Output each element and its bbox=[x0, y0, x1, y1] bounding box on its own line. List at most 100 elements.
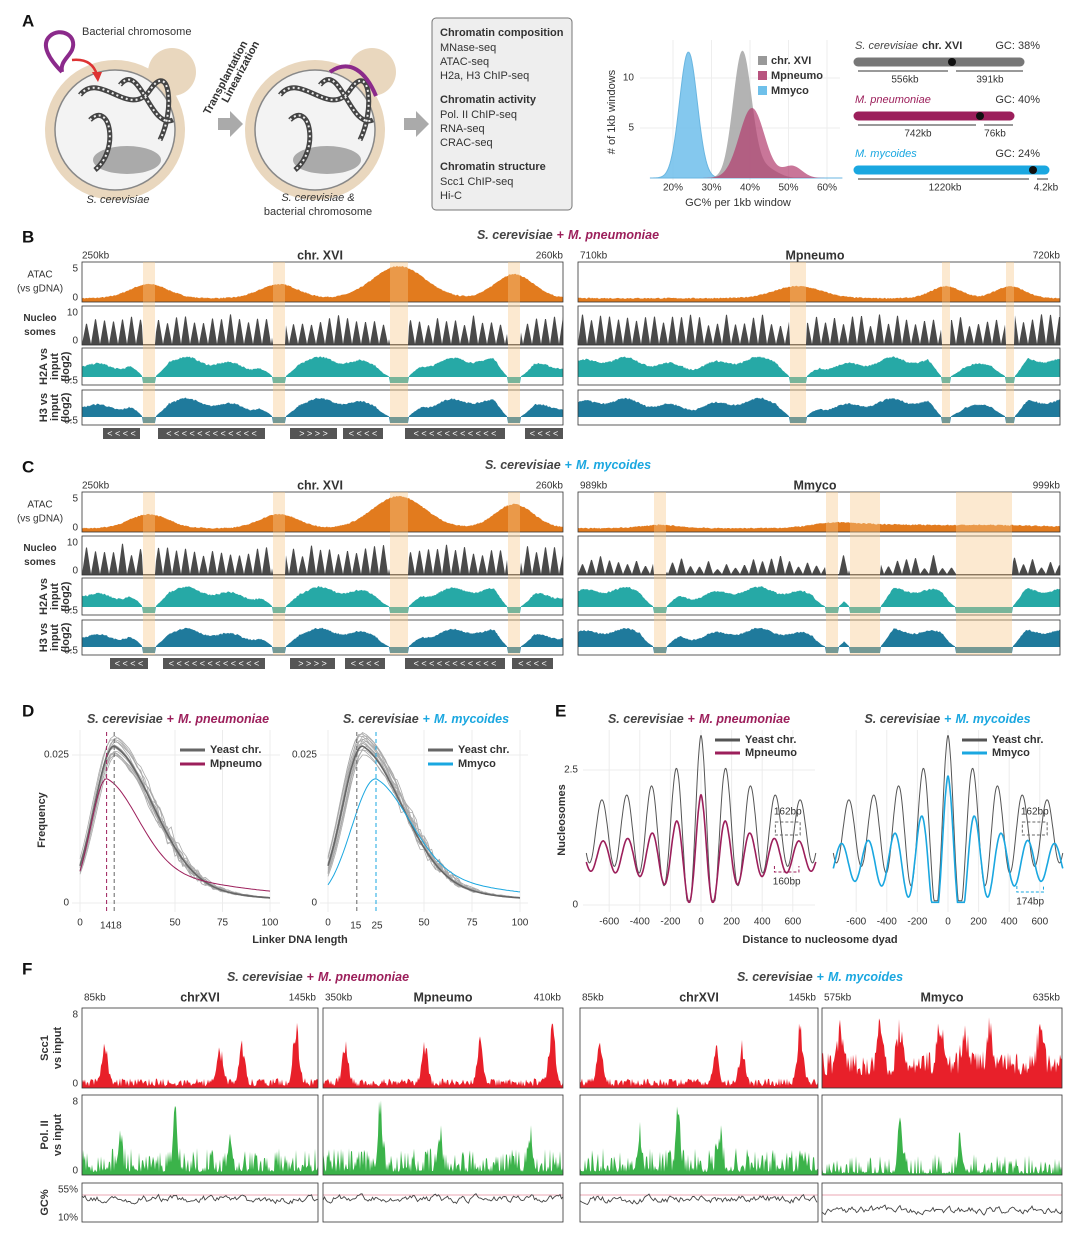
gc-label: GC: 24% bbox=[995, 148, 1040, 160]
guest-curve bbox=[79, 778, 271, 892]
gene bbox=[290, 428, 337, 439]
nucleolus bbox=[293, 146, 361, 174]
track-frame bbox=[821, 1007, 1063, 1089]
gene bbox=[405, 428, 505, 439]
coordinate: 145kb bbox=[789, 993, 817, 1004]
gene-label: < < < < bbox=[107, 428, 136, 438]
track-frame bbox=[577, 535, 1061, 576]
assay-item: ATAC-seq bbox=[440, 56, 489, 68]
track-frame bbox=[81, 347, 564, 386]
centromere bbox=[1029, 166, 1037, 174]
gene-label: < < < < < < < < < < < < bbox=[169, 658, 260, 668]
atac-signal bbox=[82, 265, 563, 302]
scc1-signal bbox=[580, 1023, 818, 1088]
track-frame bbox=[81, 389, 564, 426]
gene-label: < < < < bbox=[530, 428, 559, 438]
scc1-signal bbox=[82, 1022, 318, 1088]
assay-heading: Chromatin composition bbox=[440, 27, 564, 39]
track-label: (vs gDNA) bbox=[17, 514, 63, 525]
panel-title-part: + bbox=[557, 228, 564, 242]
track-label: input bbox=[49, 353, 61, 380]
track-label: GC% bbox=[39, 1189, 51, 1216]
y-tick-label: 0 bbox=[72, 1079, 78, 1090]
highlight-band bbox=[390, 262, 408, 425]
track-frame bbox=[577, 619, 1061, 656]
y-tick-label: 0 bbox=[72, 336, 78, 347]
x-axis-label: Linker DNA length bbox=[252, 934, 348, 946]
gene-label: < < < < < < < < < < < < bbox=[166, 428, 257, 438]
coordinate: 999kb bbox=[1033, 481, 1061, 492]
legend-label: Mmyco bbox=[458, 758, 496, 770]
highlight-band bbox=[654, 492, 666, 655]
highlight-band bbox=[942, 262, 950, 425]
assay-heading: Chromatin activity bbox=[440, 94, 537, 106]
x-tick-label: 0 bbox=[325, 918, 331, 929]
plot-title: S. cerevisiae + M. pneumoniae bbox=[87, 712, 269, 726]
x-tick-label: 100 bbox=[262, 918, 279, 929]
track-label: H3 vs bbox=[38, 393, 50, 422]
track-label: somes bbox=[24, 327, 56, 338]
region-name: chrXVI bbox=[679, 990, 719, 1004]
gene bbox=[512, 658, 553, 669]
legend-label: Yeast chr. bbox=[992, 734, 1043, 746]
coordinate: 350kb bbox=[325, 993, 353, 1004]
track-label: input bbox=[49, 583, 61, 610]
track-label: ATAC bbox=[27, 270, 52, 281]
pol2-signal bbox=[580, 1106, 818, 1175]
repeat-label: 162bp bbox=[1021, 807, 1049, 818]
track-frame bbox=[81, 491, 564, 533]
legend-label: Yeast chr. bbox=[210, 744, 261, 756]
arm-label: 4.2kb bbox=[1034, 183, 1059, 194]
legend-label: Yeast chr. bbox=[745, 734, 796, 746]
x-tick-label: 200 bbox=[970, 917, 987, 928]
track-frame bbox=[577, 347, 1061, 386]
track-frame bbox=[322, 1094, 564, 1176]
nucleolus bbox=[93, 146, 161, 174]
coordinate: 260kb bbox=[536, 251, 564, 262]
highlight-band bbox=[390, 492, 408, 655]
track-frame bbox=[577, 305, 1061, 346]
gene bbox=[103, 428, 140, 439]
step-arrow bbox=[218, 111, 243, 137]
assay-heading: Chromatin structure bbox=[440, 161, 546, 173]
peak-label: 14 bbox=[100, 921, 112, 932]
y-tick-label: 10 bbox=[67, 538, 79, 549]
x-tick-label: 0 bbox=[698, 917, 704, 928]
highlight-band bbox=[508, 262, 520, 425]
panel-title-part: + bbox=[565, 458, 572, 472]
region-name: Mmyco bbox=[920, 990, 963, 1004]
h2a-signal bbox=[82, 586, 563, 613]
panel-letter: C bbox=[22, 457, 34, 476]
panel-letter: B bbox=[22, 227, 34, 246]
gene bbox=[163, 658, 265, 669]
highlight-band bbox=[508, 492, 520, 655]
legend-label: Mpneumo bbox=[745, 747, 797, 759]
highlight-band bbox=[790, 262, 806, 425]
label: S. cerevisiae bbox=[87, 194, 150, 206]
y-tick-label: 10% bbox=[58, 1213, 78, 1224]
h2a-signal bbox=[82, 356, 563, 383]
yeast-curve bbox=[585, 735, 817, 902]
track-label: Nucleo bbox=[23, 313, 56, 324]
chromosome-name-part: M. mycoides bbox=[855, 148, 917, 160]
track-label: Nucleo bbox=[23, 543, 56, 554]
chromosome-name-part: chr. XVI bbox=[922, 40, 962, 52]
plot-title-part: M. pneumoniae bbox=[699, 712, 790, 726]
y-tick-label: 8 bbox=[72, 1097, 78, 1108]
gene-label: < < < < bbox=[351, 658, 380, 668]
assay-item: MNase-seq bbox=[440, 42, 496, 54]
chromosome-inner bbox=[279, 78, 374, 171]
h3-signal bbox=[82, 397, 563, 423]
h3-signal bbox=[578, 397, 1060, 423]
arrow-head bbox=[92, 72, 102, 82]
gene-label: > > > > bbox=[299, 428, 328, 438]
assay-item: RNA-seq bbox=[440, 123, 485, 135]
y-axis-label: Nucleosomes bbox=[556, 784, 568, 856]
highlight-band bbox=[273, 262, 285, 425]
arm-label: 1220kb bbox=[929, 183, 962, 194]
track-frame bbox=[81, 1182, 319, 1223]
x-tick-label: 100 bbox=[512, 918, 529, 929]
x-tick-label: 50% bbox=[778, 183, 798, 194]
plot-title-part: S. cerevisiae bbox=[864, 712, 940, 726]
legend-label: Mpneumo bbox=[771, 70, 823, 82]
